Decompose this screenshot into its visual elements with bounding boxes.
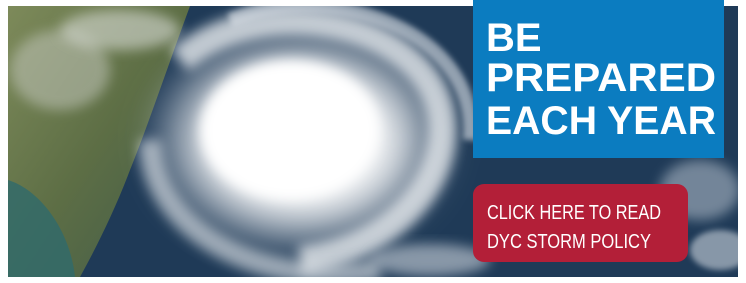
policy-button[interactable]: CLICK HERE TO READ DYC STORM POLICY (473, 184, 688, 262)
page: BE PREPARED EACH YEAR CLICK HERE TO READ… (0, 0, 746, 283)
banner: BE PREPARED EACH YEAR CLICK HERE TO READ… (0, 0, 746, 283)
button-text[interactable]: CLICK HERE TO READ (487, 202, 661, 224)
headline-line: PREPARED (486, 56, 716, 100)
headline-line: EACH YEAR (486, 99, 716, 143)
button-text[interactable]: DYC STORM POLICY (487, 231, 651, 253)
headline-line: BE (486, 16, 542, 60)
